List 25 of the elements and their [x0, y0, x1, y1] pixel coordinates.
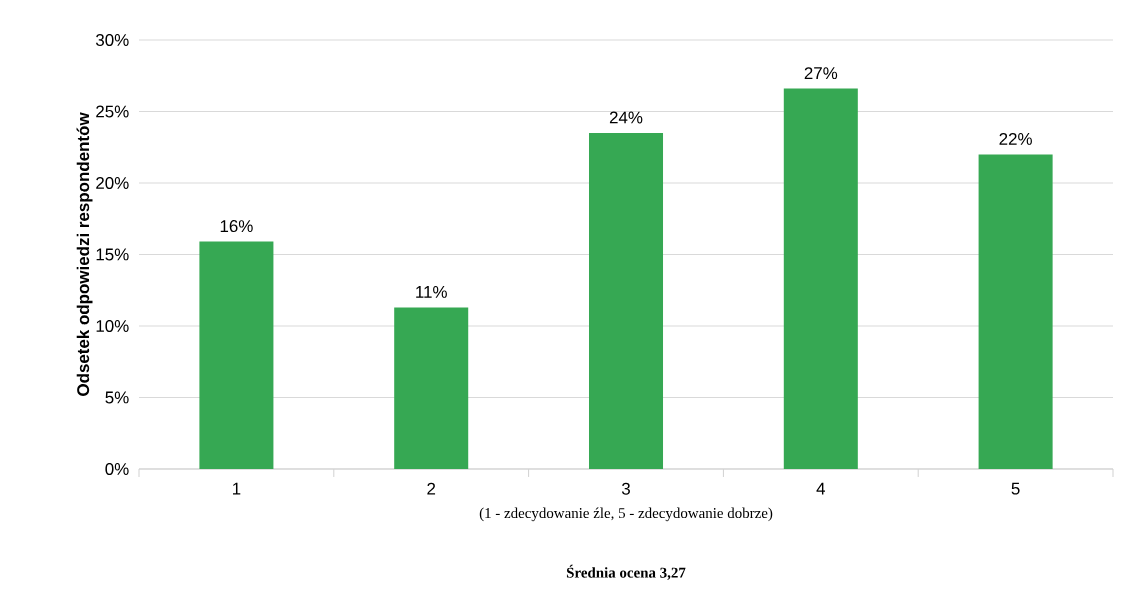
- data-label: 27%: [804, 67, 838, 80]
- x-tick-label: 1: [233, 482, 241, 495]
- data-label: 16%: [220, 220, 253, 233]
- y-tick-label: 0%: [105, 462, 129, 475]
- y-tick-label: 5%: [105, 391, 129, 404]
- x-tick-label: 5: [1011, 482, 1020, 495]
- data-label: 24%: [609, 111, 643, 124]
- data-label: 11%: [416, 286, 447, 298]
- bar: [394, 307, 469, 469]
- bar: [783, 88, 858, 469]
- y-tick-label: 30%: [95, 33, 129, 46]
- x-tick-label: 3: [621, 482, 630, 495]
- text: Średnia ocena 3,27: [566, 564, 686, 580]
- y-tick-label: 10%: [96, 319, 129, 332]
- y-tick-label: 15%: [96, 248, 129, 261]
- y-tick-label: 20%: [96, 176, 129, 189]
- y-tick-label: 25%: [96, 105, 129, 118]
- bar: [978, 154, 1053, 469]
- data-label: 22%: [999, 132, 1032, 145]
- x-tick-label: 4: [816, 482, 826, 495]
- y-axis-title: Odsetek odpowiedzi respondentów: [76, 112, 93, 396]
- x-axis-title: (1 - zdecydowanie źle, 5 - zdecydowanie dobrze): [479, 507, 773, 522]
- x-tick-label: 2: [427, 482, 436, 495]
- bar: [199, 241, 274, 469]
- bar: [589, 132, 664, 469]
